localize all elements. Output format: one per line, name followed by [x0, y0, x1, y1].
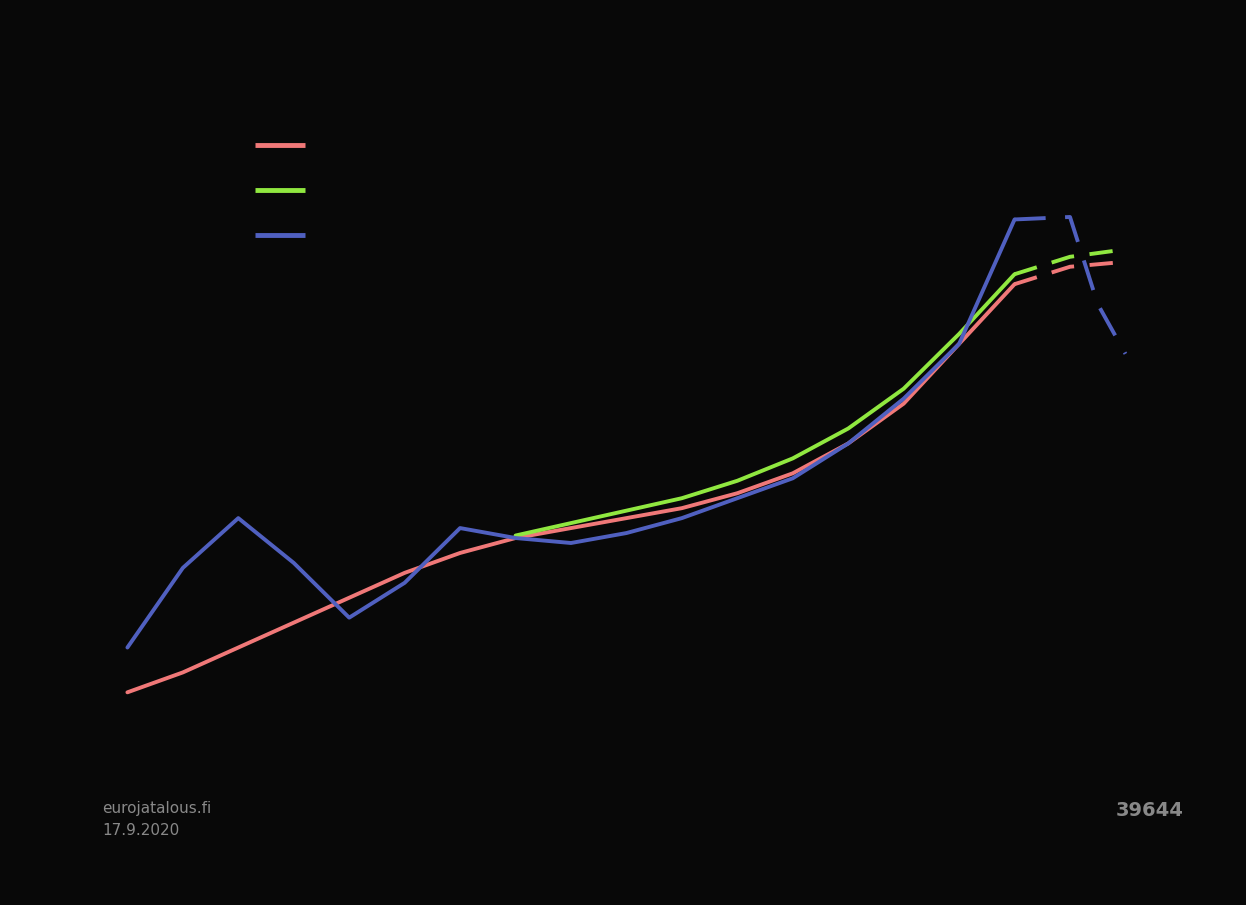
Text: 39644: 39644 — [1116, 801, 1184, 820]
Text: eurojatalous.fi
17.9.2020: eurojatalous.fi 17.9.2020 — [102, 801, 212, 838]
